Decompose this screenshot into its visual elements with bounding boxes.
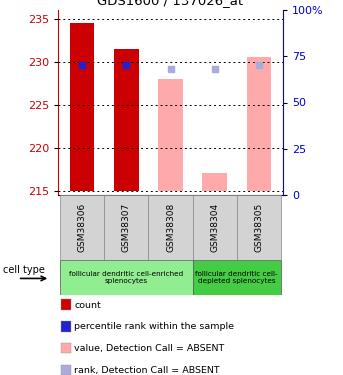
Point: [256, 62, 261, 68]
Text: percentile rank within the sample: percentile rank within the sample: [74, 322, 235, 331]
Title: GDS1600 / 137026_at: GDS1600 / 137026_at: [97, 0, 244, 8]
Text: cell type: cell type: [3, 265, 45, 275]
Bar: [237, 195, 281, 260]
Bar: [202, 174, 227, 191]
Text: follicular dendritic cell-
depleted splenocytes: follicular dendritic cell- depleted sple…: [196, 271, 278, 284]
Bar: [192, 195, 237, 260]
Point: [80, 62, 85, 68]
Bar: [149, 195, 192, 260]
Bar: [192, 260, 281, 295]
Text: rank, Detection Call = ABSENT: rank, Detection Call = ABSENT: [74, 366, 220, 375]
Text: follicular dendritic cell-enriched
splenocytes: follicular dendritic cell-enriched splen…: [69, 271, 184, 284]
Bar: [60, 195, 104, 260]
Bar: [158, 79, 182, 191]
Text: GSM38307: GSM38307: [122, 203, 131, 252]
Bar: [70, 23, 94, 191]
Text: GSM38304: GSM38304: [210, 203, 219, 252]
Bar: [114, 49, 139, 191]
Text: GSM38308: GSM38308: [166, 203, 175, 252]
Point: [212, 66, 217, 72]
Text: value, Detection Call = ABSENT: value, Detection Call = ABSENT: [74, 344, 225, 353]
Text: GSM38306: GSM38306: [78, 203, 87, 252]
Text: GSM38305: GSM38305: [254, 203, 263, 252]
Point: [168, 66, 173, 72]
Bar: [247, 57, 271, 191]
Bar: [60, 260, 192, 295]
Text: count: count: [74, 300, 101, 309]
Point: [123, 62, 129, 68]
Bar: [104, 195, 149, 260]
